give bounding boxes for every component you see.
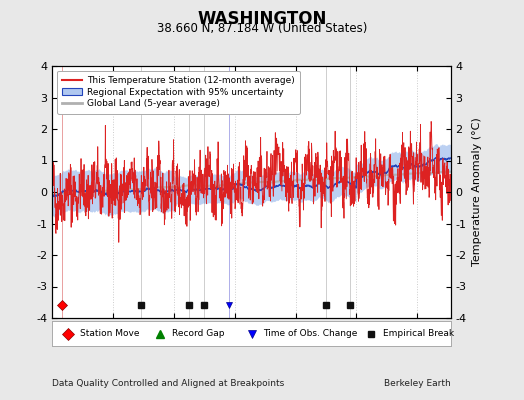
Legend: This Temperature Station (12-month average), Regional Expectation with 95% uncer: This Temperature Station (12-month avera… xyxy=(57,70,300,114)
Text: Data Quality Controlled and Aligned at Breakpoints: Data Quality Controlled and Aligned at B… xyxy=(52,380,285,388)
Text: Berkeley Earth: Berkeley Earth xyxy=(384,380,451,388)
Text: Station Move: Station Move xyxy=(80,329,140,338)
Text: Record Gap: Record Gap xyxy=(172,329,224,338)
Text: 38.660 N, 87.184 W (United States): 38.660 N, 87.184 W (United States) xyxy=(157,22,367,35)
Y-axis label: Temperature Anomaly (°C): Temperature Anomaly (°C) xyxy=(472,118,482,266)
Text: Time of Obs. Change: Time of Obs. Change xyxy=(264,329,358,338)
Text: Empirical Break: Empirical Break xyxy=(383,329,454,338)
Text: WASHINGTON: WASHINGTON xyxy=(198,10,326,28)
